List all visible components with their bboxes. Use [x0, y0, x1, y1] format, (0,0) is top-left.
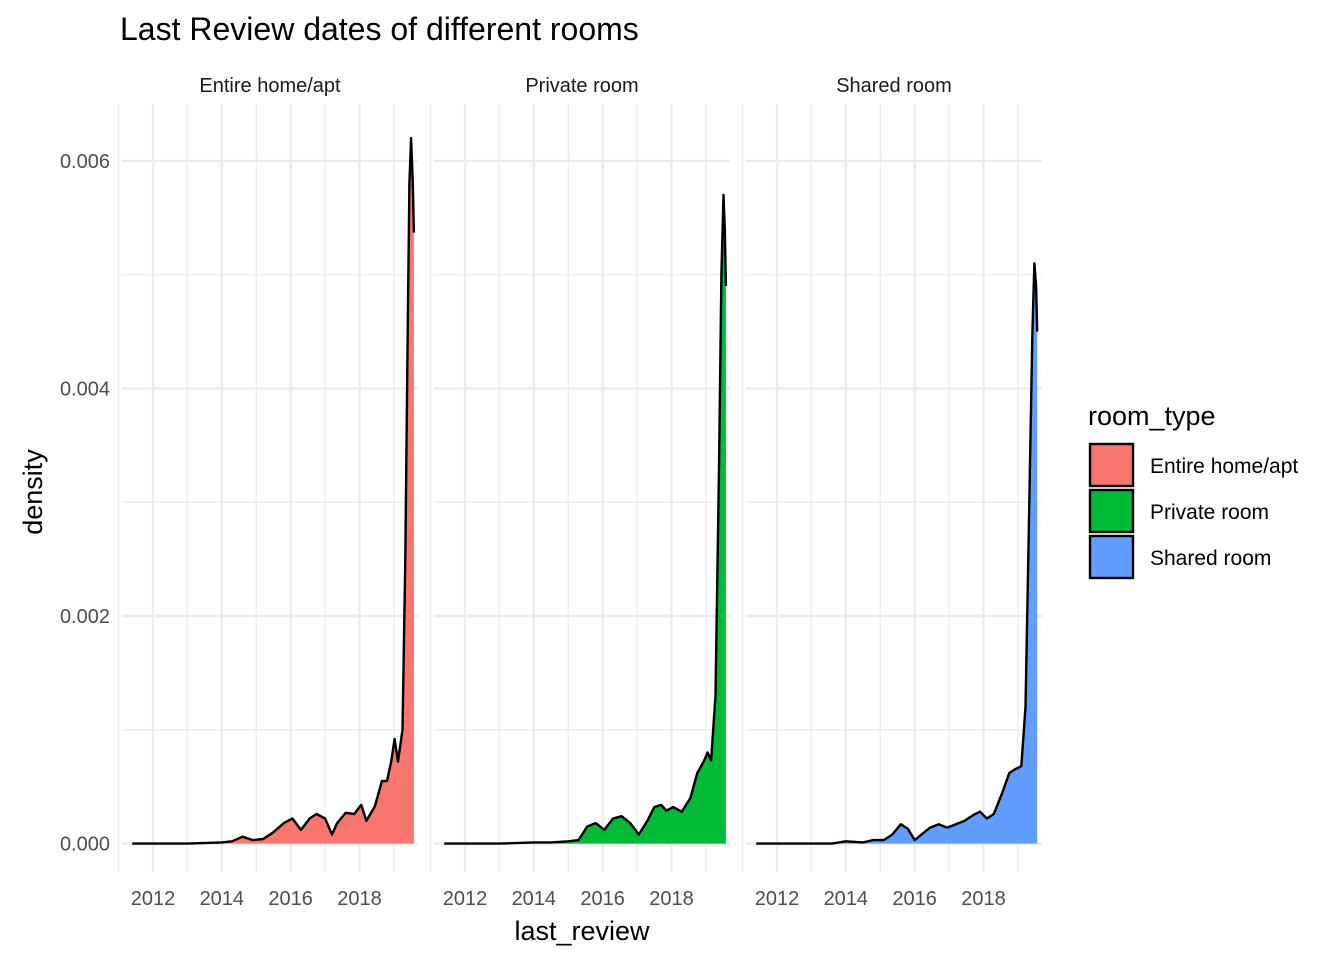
density-area	[756, 263, 1038, 844]
legend-label: Private room	[1150, 501, 1269, 524]
legend-key	[1088, 488, 1135, 534]
y-tick-label: 0.006	[60, 151, 110, 173]
legend-key	[1088, 442, 1135, 488]
x-tick-label: 2014	[824, 888, 869, 910]
legend-item: Shared room	[1088, 534, 1271, 580]
x-tick-label: 2018	[649, 888, 694, 910]
y-tick-label: 0.000	[60, 834, 110, 856]
density-area	[444, 195, 726, 844]
y-tick-label: 0.002	[60, 606, 110, 628]
x-tick-label: 2012	[755, 888, 800, 910]
chart-title: Last Review dates of different rooms	[120, 11, 639, 47]
facet-strip-label: Private room	[525, 75, 638, 97]
legend-key	[1088, 534, 1135, 580]
facet-strip-label: Entire home/apt	[199, 75, 341, 97]
y-axis: 0.000 0.002 0.004 0.006	[60, 151, 110, 856]
density-area	[132, 138, 414, 844]
legend: room_type Entire home/apt Private room Sha…	[1088, 401, 1298, 580]
legend-label: Shared room	[1150, 547, 1271, 570]
density-line	[444, 193, 728, 845]
x-tick-label: 2012	[443, 888, 488, 910]
x-tick-label: 2016	[268, 888, 313, 910]
legend-label: Entire home/apt	[1150, 455, 1298, 478]
facet-panel: Entire home/apt 2012 2014 2016 2018	[117, 75, 418, 910]
x-tick-label: 2012	[131, 888, 176, 910]
x-tick-label: 2014	[200, 888, 245, 910]
facet-strip-label: Shared room	[836, 75, 952, 97]
x-tick-label: 2016	[892, 888, 937, 910]
density-line	[756, 262, 1039, 845]
x-tick-label: 2016	[580, 888, 625, 910]
y-axis-label: density	[18, 449, 48, 535]
facet-panel: Shared room 2012 2014 2016 2018	[741, 75, 1042, 910]
x-tick-label: 2014	[512, 888, 557, 910]
x-axis-label: last_review	[514, 916, 650, 946]
facet-panel: Private room 2012 2014 2016 2018	[429, 75, 730, 910]
y-tick-label: 0.004	[60, 378, 110, 400]
legend-item: Private room	[1088, 488, 1269, 534]
legend-item: Entire home/apt	[1088, 442, 1298, 488]
legend-title: room_type	[1088, 401, 1216, 431]
x-tick-label: 2018	[337, 888, 382, 910]
legend-items: Entire home/apt Private room Shared room	[1088, 442, 1298, 580]
density-line	[132, 136, 416, 845]
x-tick-label: 2018	[961, 888, 1006, 910]
